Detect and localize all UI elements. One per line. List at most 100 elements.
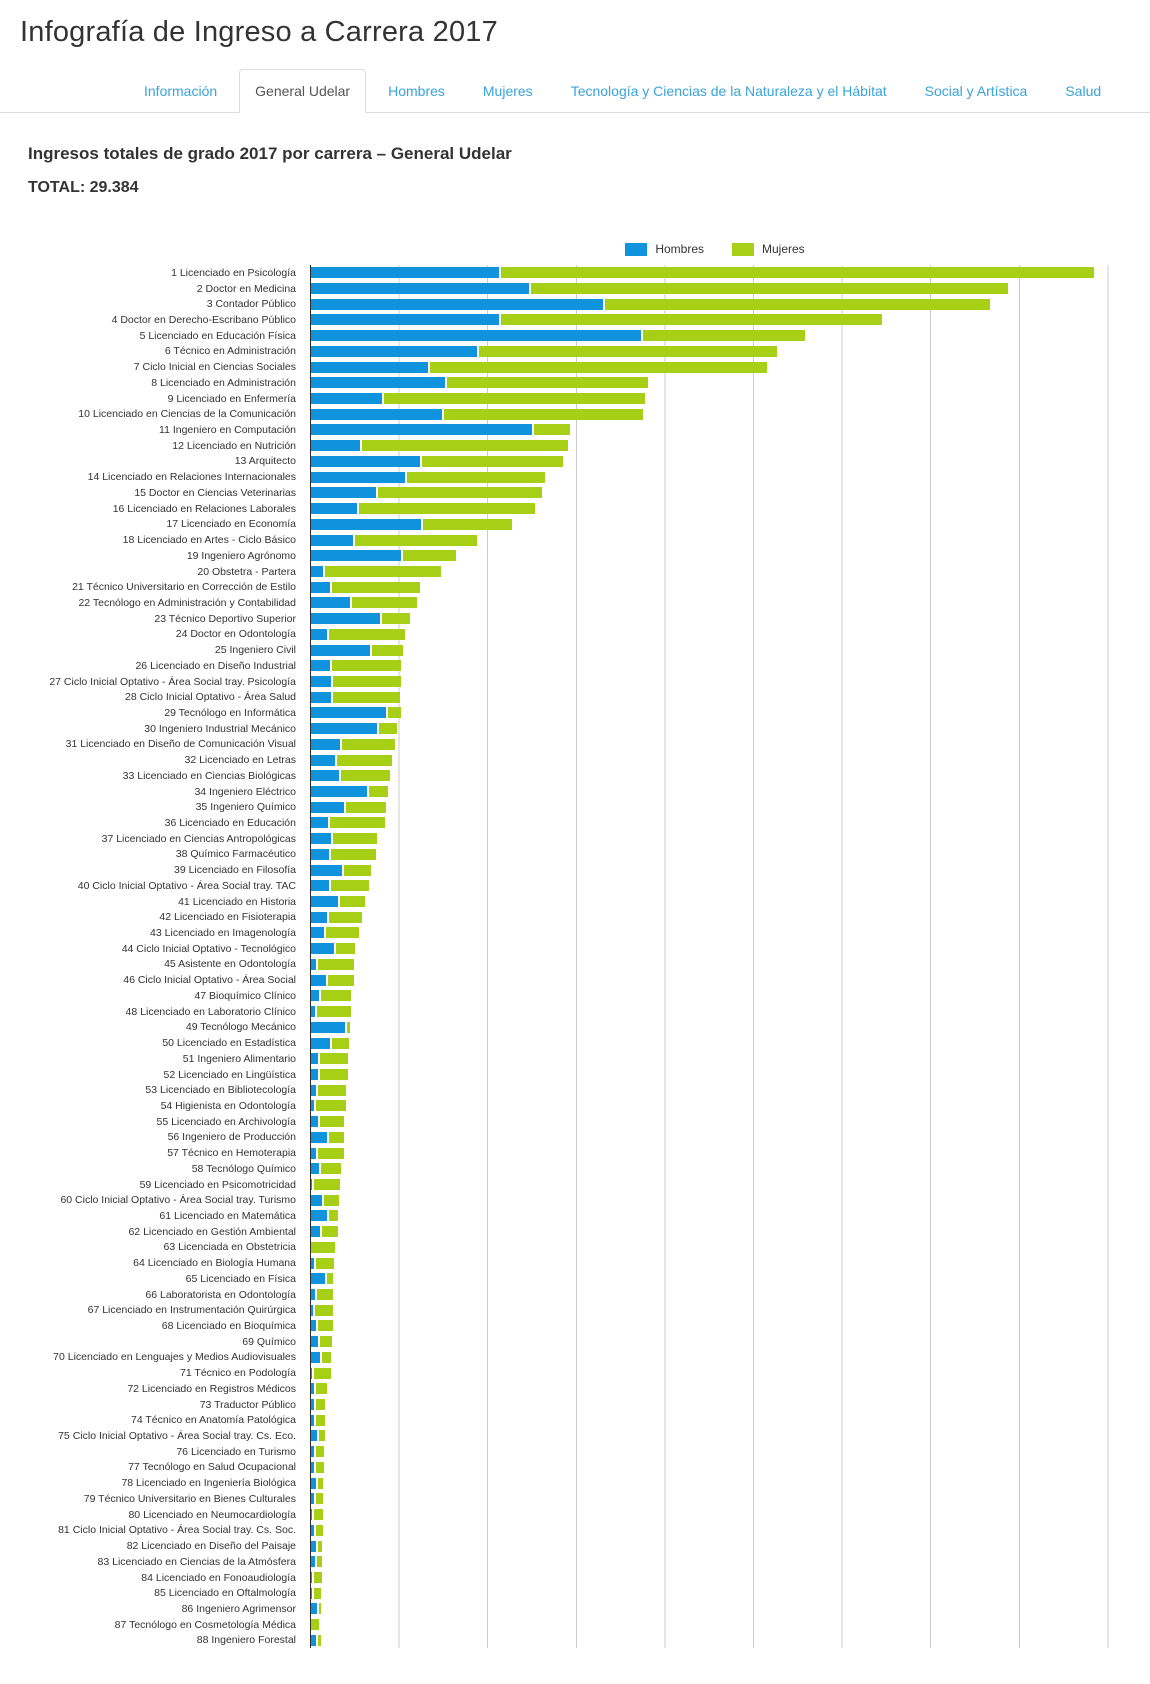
hombres-bar xyxy=(311,1163,319,1175)
mujeres-bar xyxy=(500,314,883,326)
hombres-bar xyxy=(311,393,382,405)
bar-track xyxy=(310,1019,1121,1036)
category-label: 46 Ciclo Inicial Optativo - Área Social xyxy=(123,974,296,987)
chart-row: 63 Licenciada en Obstetricia xyxy=(0,1239,1150,1256)
chart-row: 19 Ingeniero Agrónomo xyxy=(0,547,1150,564)
mujeres-bar xyxy=(341,770,390,782)
bar-track xyxy=(310,862,1121,879)
category-label: 15 Doctor en Ciencias Veterinarias xyxy=(134,486,296,499)
tab-general-udelar[interactable]: General Udelar xyxy=(239,69,367,113)
hombres-bar xyxy=(311,864,342,876)
hombres-bar xyxy=(311,1257,315,1269)
category-label: 64 Licenciado en Biología Humana xyxy=(133,1257,296,1270)
bar-track xyxy=(310,846,1121,863)
bar-chart: Hombres Mujeres 1 Licenciado en Psicolog… xyxy=(0,241,1150,1649)
bar-track xyxy=(310,343,1121,360)
mujeres-bar xyxy=(318,1320,333,1332)
mujeres-bar xyxy=(314,1367,332,1379)
chart-row: 32 Licenciado en Letras xyxy=(0,752,1150,768)
chart-row: 28 Ciclo Inicial Optativo - Área Salud xyxy=(0,689,1150,706)
category-label: 56 Ingeniero de Producción xyxy=(167,1131,296,1144)
mujeres-bar xyxy=(331,581,421,593)
bar-track xyxy=(310,532,1121,548)
chart-row: 46 Ciclo Inicial Optativo - Área Social xyxy=(0,972,1150,989)
bar-track xyxy=(310,469,1121,486)
tab-social-y-art-stica[interactable]: Social y Artística xyxy=(924,83,1028,99)
chart-row: 68 Licenciado en Bioquímica xyxy=(0,1318,1150,1334)
mujeres-bar xyxy=(361,440,569,452)
mujeres-bar xyxy=(358,503,535,515)
bar-track xyxy=(310,1616,1121,1633)
hombres-bar xyxy=(311,487,376,499)
category-label: 66 Laboratorista en Odontología xyxy=(145,1288,296,1301)
chart-row: 40 Ciclo Inicial Optativo - Área Social … xyxy=(0,878,1150,894)
bar-track xyxy=(310,783,1121,800)
bar-track xyxy=(310,1569,1121,1586)
bar-track xyxy=(310,1192,1121,1209)
category-label: 48 Licenciado en Laboratorio Clínico xyxy=(125,1005,296,1018)
chart-row: 27 Ciclo Inicial Optativo - Área Social … xyxy=(0,673,1150,690)
category-label: 75 Ciclo Inicial Optativo - Área Social … xyxy=(58,1430,296,1443)
bar-track xyxy=(310,1459,1121,1476)
bar-track xyxy=(310,878,1121,894)
tab-informaci-n[interactable]: Información xyxy=(144,83,218,99)
mujeres-bar xyxy=(319,1068,348,1080)
mujeres-bar xyxy=(332,691,401,703)
hombres-bar xyxy=(311,283,529,295)
chart-row: 48 Licenciado en Laboratorio Clínico xyxy=(0,1003,1150,1020)
category-label: 81 Ciclo Inicial Optativo - Área Social … xyxy=(58,1524,296,1537)
mujeres-bar xyxy=(343,864,372,876)
hombres-bar xyxy=(311,628,328,640)
mujeres-bar xyxy=(478,345,778,357)
hombres-bar xyxy=(311,1100,315,1112)
mujeres-bar xyxy=(443,408,643,420)
legend-item-mujeres[interactable]: Mujeres xyxy=(732,242,805,256)
tab-tecnolog-a-y-ciencias-de-la-naturaleza-y-el-h-bitat[interactable]: Tecnología y Ciencias de la Naturaleza y… xyxy=(570,83,887,99)
chart-row: 44 Ciclo Inicial Optativo - Tecnológico xyxy=(0,940,1150,957)
mujeres-bar xyxy=(530,283,1008,295)
mujeres-bar xyxy=(339,896,366,908)
category-label: 26 Licenciado en Diseño Industrial xyxy=(135,659,296,672)
hombres-bar xyxy=(311,943,335,955)
hombres-bar xyxy=(311,738,341,750)
hombres-bar xyxy=(311,958,316,970)
bar-track xyxy=(310,1082,1121,1099)
bar-track xyxy=(310,1176,1121,1193)
mujeres-bar xyxy=(326,927,360,939)
chart-row: 13 Arquitecto xyxy=(0,453,1150,470)
category-label: 13 Arquitecto xyxy=(234,455,296,468)
bar-track xyxy=(310,1098,1121,1114)
hombres-bar xyxy=(311,974,326,986)
mujeres-bar xyxy=(313,1587,322,1599)
category-label: 72 Licenciado en Registros Médicos xyxy=(127,1382,296,1395)
category-label: 41 Licenciado en Historia xyxy=(178,895,296,908)
bar-track xyxy=(310,705,1121,721)
legend-item-hombres[interactable]: Hombres xyxy=(625,242,704,256)
chart-row: 17 Licenciado en Economía xyxy=(0,516,1150,533)
category-label: 85 Licenciado en Oftalmología xyxy=(154,1587,296,1600)
hombres-bar xyxy=(311,707,387,719)
chart-row: 71 Técnico en Podología xyxy=(0,1365,1150,1382)
chart-row: 35 Ingeniero Químico xyxy=(0,799,1150,816)
bar-track xyxy=(310,485,1121,501)
hombres-bar xyxy=(311,1461,314,1473)
hombres-bar xyxy=(311,1116,318,1128)
mujeres-bar xyxy=(321,1351,332,1363)
tab-salud[interactable]: Salud xyxy=(1065,83,1102,99)
mujeres-bar xyxy=(311,1619,320,1631)
hombres-bar xyxy=(311,440,360,452)
hombres-bar xyxy=(311,581,330,593)
hombres-bar xyxy=(311,644,371,656)
category-label: 27 Ciclo Inicial Optativo - Área Social … xyxy=(49,675,296,688)
hombres-bar xyxy=(311,408,442,420)
chart-row: 25 Ingeniero Civil xyxy=(0,642,1150,658)
mujeres-bar xyxy=(314,1509,323,1521)
chart-row: 2 Doctor en Medicina xyxy=(0,280,1150,297)
chart-row: 42 Licenciado en Fisioterapia xyxy=(0,909,1150,926)
chart-row: 77 Tecnólogo en Salud Ocupacional xyxy=(0,1459,1150,1476)
chart-row: 80 Licenciado en Neumocardiología xyxy=(0,1506,1150,1523)
bar-track xyxy=(310,893,1121,910)
tab-hombres[interactable]: Hombres xyxy=(388,83,445,99)
category-label: 36 Licenciado en Educación xyxy=(164,817,296,830)
tab-mujeres[interactable]: Mujeres xyxy=(482,83,533,99)
